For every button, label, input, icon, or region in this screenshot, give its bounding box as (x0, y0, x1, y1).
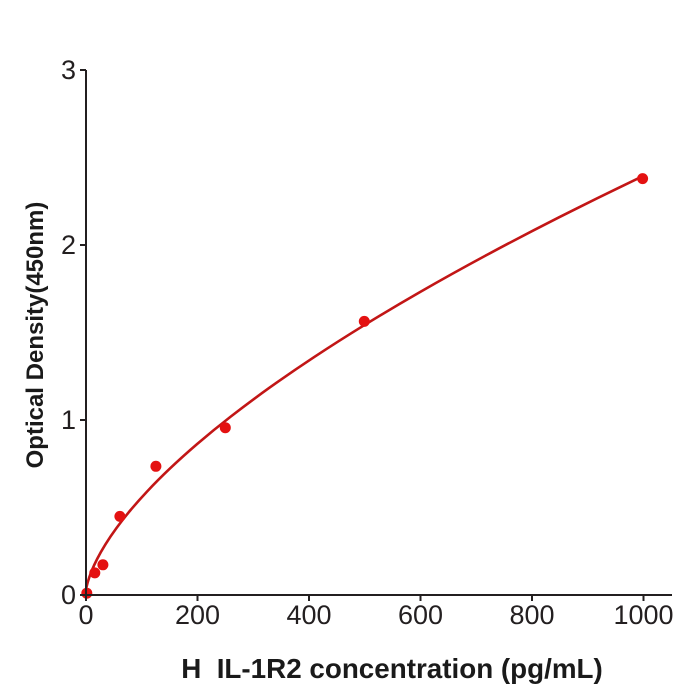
svg-text:200: 200 (175, 600, 220, 630)
svg-text:2: 2 (61, 230, 76, 260)
svg-text:800: 800 (509, 600, 554, 630)
svg-text:H IL-1R2 concentration (pg/mL: H IL-1R2 concentration (pg/mL) (181, 653, 603, 684)
svg-text:1: 1 (61, 405, 76, 435)
svg-text:400: 400 (286, 600, 331, 630)
svg-text:0: 0 (61, 580, 76, 610)
svg-text:0: 0 (78, 600, 93, 630)
svg-text:1000: 1000 (613, 600, 673, 630)
svg-text:3: 3 (61, 55, 76, 85)
svg-text:600: 600 (398, 600, 443, 630)
svg-text:Optical Density(450nm): Optical Density(450nm) (22, 202, 49, 469)
